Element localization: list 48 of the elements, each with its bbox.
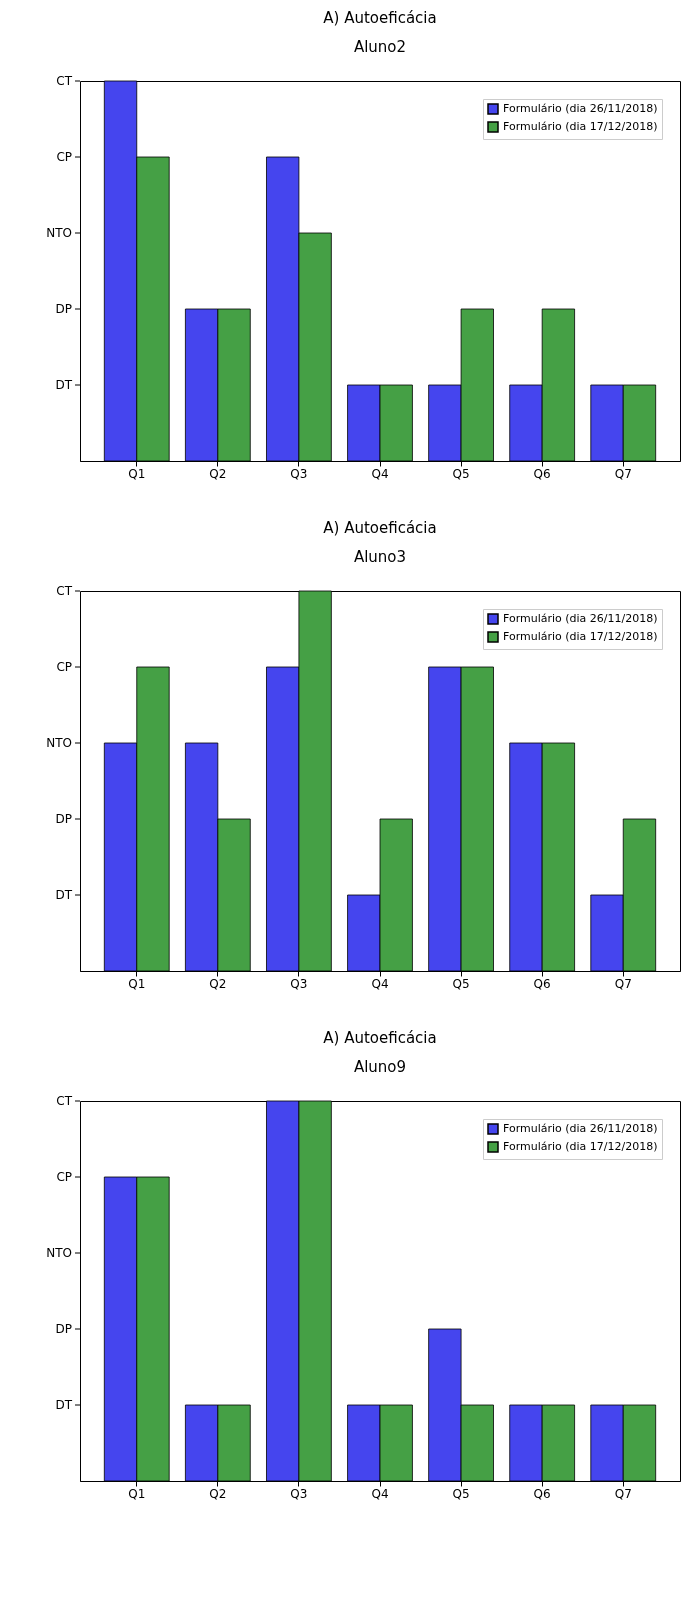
x-tick-label: Q4 (371, 976, 389, 991)
x-tick-label: Q3 (290, 1486, 308, 1501)
x-tick-label: Q3 (290, 976, 308, 991)
x-tick-label: Q7 (614, 1486, 632, 1501)
legend-label: Formulário (dia 26/11/2018) (503, 612, 658, 625)
text: DT (55, 888, 73, 902)
chart-subtitle: Aluno3 (353, 548, 407, 566)
text: NTO (46, 736, 72, 750)
legend-label: Formulário (dia 17/12/2018) (503, 630, 658, 643)
x-tick-label: Q5 (452, 1486, 470, 1501)
x-tick-label: Q6 (533, 466, 551, 481)
text: CP (56, 150, 72, 164)
chart-title: A) Autoeficácia (323, 519, 437, 537)
x-tick-label: Q5 (452, 466, 470, 481)
legend-label: Formulário (dia 26/11/2018) (503, 1122, 658, 1135)
x-tick-label: Q6 (533, 976, 551, 991)
text: NTO (46, 1246, 72, 1260)
text: CT (56, 74, 73, 88)
legend-label: Formulário (dia 17/12/2018) (503, 120, 658, 133)
text: DP (55, 302, 72, 316)
text: DT (55, 1398, 73, 1412)
x-tick-label: Q6 (533, 1486, 551, 1501)
text: CP (56, 660, 72, 674)
x-tick-label: Q2 (209, 1486, 227, 1501)
x-tick-label: Q1 (128, 466, 146, 481)
x-tick-label: Q1 (128, 976, 146, 991)
text: CT (56, 584, 73, 598)
text: DT (55, 378, 73, 392)
chart-subtitle: Aluno2 (353, 38, 407, 56)
x-tick-label: Q7 (614, 976, 632, 991)
chart-title: A) Autoeficácia (323, 9, 437, 27)
x-tick-label: Q4 (371, 466, 389, 481)
legend-label: Formulário (dia 17/12/2018) (503, 1140, 658, 1153)
x-tick-label: Q3 (290, 466, 308, 481)
x-tick-label: Q7 (614, 466, 632, 481)
chart-title: A) Autoeficácia (323, 1029, 437, 1047)
x-tick-label: Q1 (128, 1486, 146, 1501)
text: CT (56, 1094, 73, 1108)
text: NTO (46, 226, 72, 240)
text: DP (55, 812, 72, 826)
x-tick-label: Q5 (452, 976, 470, 991)
x-tick-label: Q2 (209, 976, 227, 991)
text: CP (56, 1170, 72, 1184)
x-tick-label: Q2 (209, 466, 227, 481)
chart-subtitle: Aluno9 (353, 1058, 407, 1076)
x-tick-label: Q4 (371, 1486, 389, 1501)
legend-label: Formulário (dia 26/11/2018) (503, 102, 658, 115)
text: DP (55, 1322, 72, 1336)
